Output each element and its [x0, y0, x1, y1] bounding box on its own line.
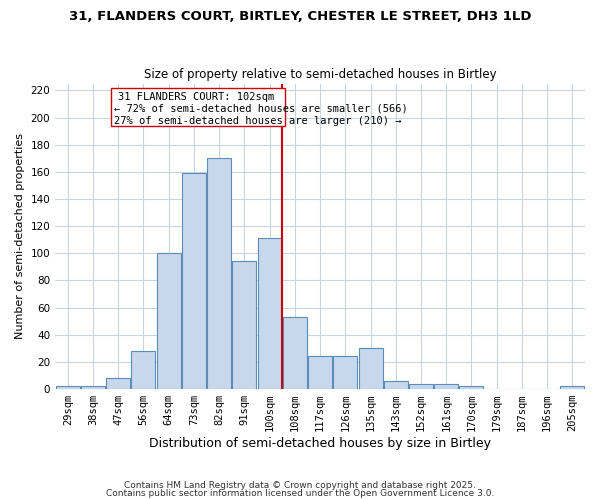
Bar	[81, 386, 105, 389]
Text: Contains HM Land Registry data © Crown copyright and database right 2025.: Contains HM Land Registry data © Crown c…	[124, 481, 476, 490]
Bar	[409, 384, 433, 389]
Bar	[106, 378, 130, 389]
Bar	[283, 317, 307, 389]
Text: 31 FLANDERS COURT: 102sqm: 31 FLANDERS COURT: 102sqm	[118, 92, 275, 102]
Bar	[207, 158, 231, 389]
Text: Contains public sector information licensed under the Open Government Licence 3.: Contains public sector information licen…	[106, 488, 494, 498]
Bar	[232, 262, 256, 389]
Bar	[384, 381, 408, 389]
Text: 27% of semi-detached houses are larger (210) →: 27% of semi-detached houses are larger (…	[115, 116, 402, 126]
Bar	[257, 238, 281, 389]
X-axis label: Distribution of semi-detached houses by size in Birtley: Distribution of semi-detached houses by …	[149, 437, 491, 450]
Bar	[434, 384, 458, 389]
Y-axis label: Number of semi-detached properties: Number of semi-detached properties	[15, 134, 25, 340]
Text: 31, FLANDERS COURT, BIRTLEY, CHESTER LE STREET, DH3 1LD: 31, FLANDERS COURT, BIRTLEY, CHESTER LE …	[69, 10, 531, 23]
Title: Size of property relative to semi-detached houses in Birtley: Size of property relative to semi-detach…	[144, 68, 496, 81]
Bar	[334, 356, 357, 389]
Bar	[560, 386, 584, 389]
Bar	[131, 351, 155, 389]
Bar	[460, 386, 484, 389]
Bar	[157, 254, 181, 389]
Bar	[308, 356, 332, 389]
Text: ← 72% of semi-detached houses are smaller (566): ← 72% of semi-detached houses are smalle…	[115, 104, 408, 114]
FancyBboxPatch shape	[110, 88, 285, 126]
Bar	[56, 386, 80, 389]
Bar	[182, 173, 206, 389]
Bar	[359, 348, 383, 389]
